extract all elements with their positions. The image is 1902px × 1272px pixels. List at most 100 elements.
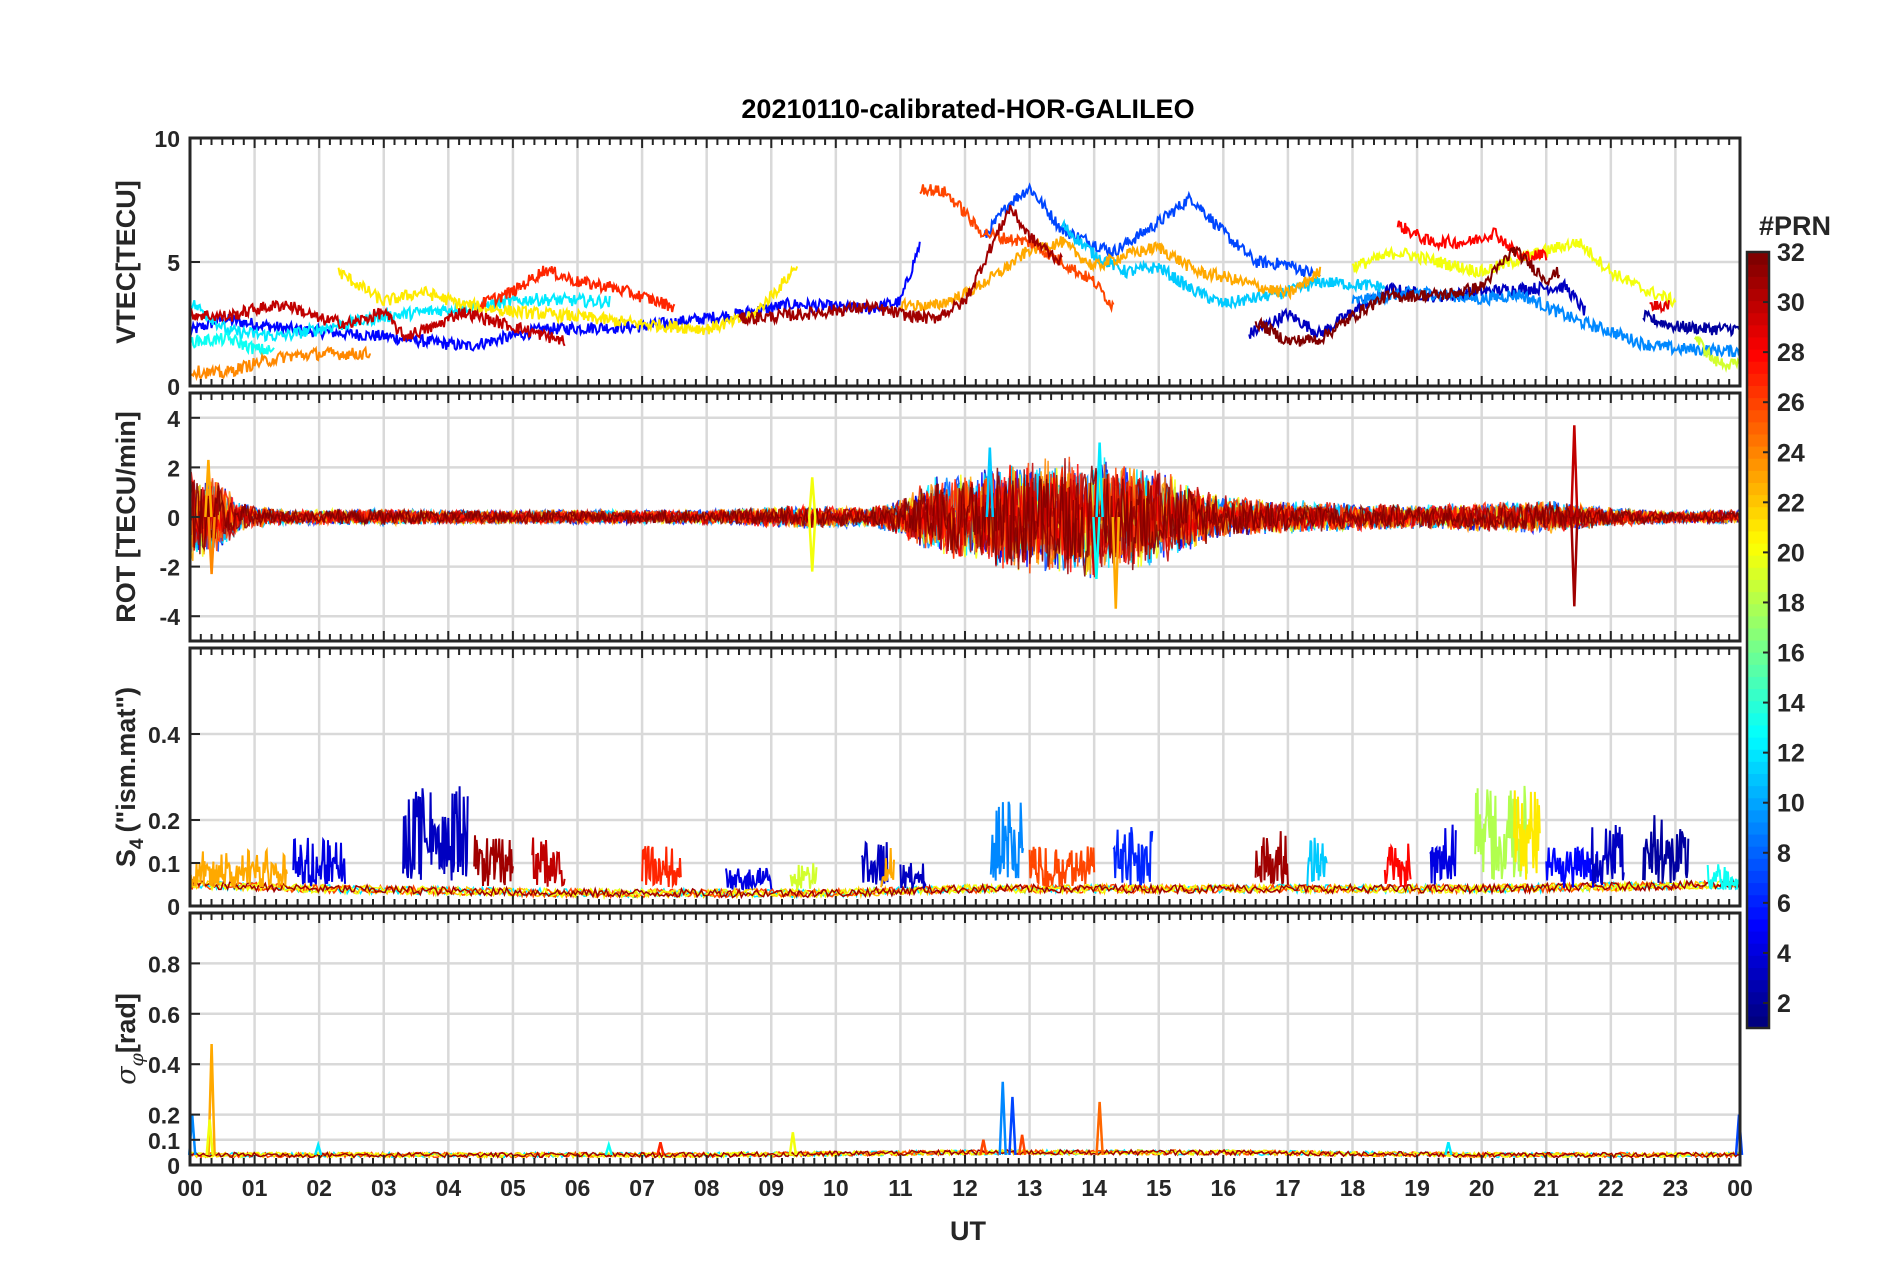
colorbar-tick-label: 8 bbox=[1777, 840, 1791, 868]
y-tick-label: 0.1 bbox=[148, 851, 180, 877]
colorbar-segment bbox=[1747, 931, 1769, 944]
x-tick-label: 09 bbox=[758, 1175, 784, 1201]
colorbar-tick-label: 24 bbox=[1777, 439, 1805, 467]
colorbar-label: #PRN bbox=[1759, 211, 1831, 241]
s4-burst-prn-18 bbox=[1474, 785, 1528, 880]
x-tick-label: 15 bbox=[1146, 1175, 1172, 1201]
colorbar-segment bbox=[1747, 627, 1769, 641]
y-axis-label: σφ[rad] bbox=[111, 993, 148, 1085]
colorbar-tick-label: 20 bbox=[1777, 539, 1805, 567]
y-tick-label: 0.6 bbox=[148, 1002, 180, 1028]
colorbar-segment bbox=[1747, 724, 1769, 738]
colorbar-segment bbox=[1747, 555, 1769, 568]
colorbar-segment bbox=[1747, 821, 1769, 835]
s4-burst-prn-23 bbox=[189, 846, 288, 889]
colorbar-segment bbox=[1747, 615, 1769, 629]
colorbar-tick-label: 22 bbox=[1777, 489, 1805, 517]
colorbar-segment bbox=[1747, 470, 1769, 483]
colorbar-segment bbox=[1747, 737, 1769, 750]
x-tick-label: 14 bbox=[1081, 1175, 1107, 1201]
colorbar-segment bbox=[1747, 530, 1769, 544]
colorbar-segment bbox=[1747, 785, 1769, 799]
x-tick-label: 06 bbox=[565, 1175, 591, 1201]
s4-burst-prn-9 bbox=[989, 801, 1025, 881]
colorbar-segment bbox=[1747, 397, 1769, 411]
x-tick-label: 18 bbox=[1340, 1175, 1366, 1201]
x-tick-label: 13 bbox=[1017, 1175, 1043, 1201]
x-tick-label: 10 bbox=[823, 1175, 849, 1201]
colorbar-segment bbox=[1747, 288, 1769, 302]
spike-prn-25 bbox=[1095, 1101, 1104, 1155]
x-tick-label: 08 bbox=[694, 1175, 720, 1201]
vtec-series-prn-2 bbox=[1642, 309, 1741, 338]
x-tick-label: 07 bbox=[629, 1175, 655, 1201]
colorbar-segment bbox=[1747, 409, 1769, 423]
x-axis-label: UT bbox=[950, 1216, 986, 1246]
x-minor-ticks bbox=[189, 648, 1741, 906]
x-tick-label: 12 bbox=[952, 1175, 978, 1201]
colorbar-tick-label: 18 bbox=[1777, 589, 1805, 617]
spike-prn-7 bbox=[1008, 1096, 1017, 1155]
colorbar-segment bbox=[1747, 955, 1769, 968]
x-minor-ticks bbox=[189, 913, 1741, 1165]
colorbar-tick-label: 16 bbox=[1777, 640, 1805, 668]
colorbar-segment bbox=[1747, 688, 1769, 702]
spike-prn-23 bbox=[207, 1044, 216, 1155]
s4-burst-prn-11 bbox=[1306, 837, 1328, 886]
colorbar-segment bbox=[1747, 567, 1769, 580]
vtec-series-prn-31 bbox=[738, 204, 1063, 327]
s4-burst-prn-30 bbox=[531, 837, 566, 887]
colorbar-segment bbox=[1747, 300, 1769, 314]
spike-prn-12 bbox=[1444, 1142, 1453, 1156]
colorbar-segment bbox=[1747, 967, 1769, 981]
s4-burst-prn-3 bbox=[1590, 824, 1625, 886]
y-tick-label: 0 bbox=[167, 505, 180, 531]
x-tick-label: 00 bbox=[1727, 1175, 1753, 1201]
chart-title: 20210110-calibrated-HOR-GALILEO bbox=[741, 94, 1194, 124]
colorbar-tick-label: 26 bbox=[1777, 389, 1805, 417]
colorbar-segment bbox=[1747, 1015, 1769, 1029]
colorbar-tick-label: 30 bbox=[1777, 289, 1805, 317]
s4-burst-prn-2 bbox=[1642, 815, 1690, 884]
s4-burst-prn-5 bbox=[1545, 846, 1599, 888]
series-group bbox=[189, 182, 1741, 382]
grid bbox=[190, 913, 1740, 1165]
x-tick-label: 19 bbox=[1404, 1175, 1430, 1201]
y-tick-label: 0 bbox=[167, 894, 180, 920]
colorbar-tick-label: 2 bbox=[1777, 990, 1791, 1018]
y-tick-label: 4 bbox=[167, 406, 180, 432]
spike-prn-30 bbox=[1570, 425, 1579, 518]
x-tick-label: 20 bbox=[1469, 1175, 1495, 1201]
x-tick-label: 21 bbox=[1533, 1175, 1559, 1201]
s4-burst-prn-19 bbox=[789, 863, 818, 890]
y-tick-label: 0.2 bbox=[148, 1103, 180, 1129]
vtec-series-prn-12 bbox=[189, 291, 611, 343]
y-tick-label: 0.8 bbox=[148, 951, 180, 977]
colorbar-segment bbox=[1747, 761, 1769, 774]
colorbar-segment bbox=[1747, 664, 1769, 677]
colorbar-segment bbox=[1747, 591, 1769, 605]
spike-prn-26 bbox=[1017, 1134, 1027, 1156]
y-tick-label: -2 bbox=[160, 555, 180, 581]
x-tick-label: 02 bbox=[306, 1175, 332, 1201]
s4-burst-prn-27 bbox=[641, 845, 682, 889]
x-minor-ticks bbox=[189, 138, 1741, 386]
x-tick-label: 22 bbox=[1598, 1175, 1624, 1201]
s4-burst-prn-4 bbox=[1429, 824, 1457, 885]
x-tick-label: 00 bbox=[177, 1175, 203, 1201]
spike-prn-11 bbox=[985, 447, 995, 518]
spike-prn-20 bbox=[807, 516, 817, 572]
colorbar-segment bbox=[1747, 943, 1769, 956]
vtec-series-prn-29 bbox=[1649, 300, 1670, 314]
y-tick-label: 0 bbox=[167, 374, 180, 400]
y-tick-label: 0.1 bbox=[148, 1128, 180, 1154]
colorbar-segment bbox=[1747, 846, 1769, 859]
colorbar-segment bbox=[1747, 494, 1769, 508]
vtec-series-prn-19 bbox=[1693, 335, 1741, 373]
colorbar-segment bbox=[1747, 979, 1769, 993]
colorbar-segment bbox=[1747, 252, 1769, 265]
vtec-series-prn-32 bbox=[1254, 245, 1561, 347]
colorbar-segment bbox=[1747, 336, 1769, 350]
